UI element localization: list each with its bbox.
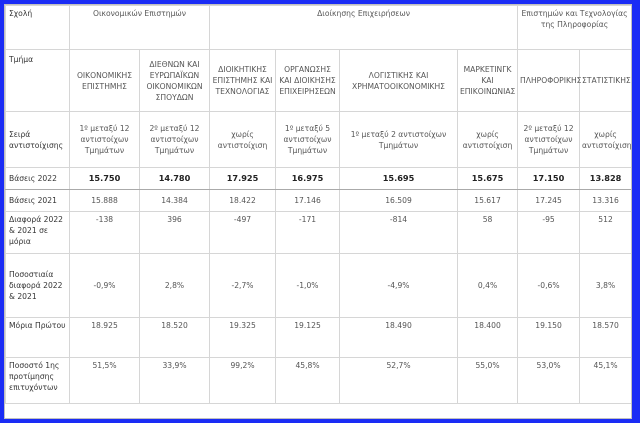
- department-cell: ΣΤΑΤΙΣΤΙΚΗΣ: [579, 49, 631, 112]
- table-cell: 2,8%: [139, 253, 210, 318]
- table-cell: -138: [69, 211, 140, 254]
- table-cell: -497: [209, 211, 276, 254]
- table-cell: 99,2%: [209, 357, 276, 404]
- row-label: Ποσοστό 1ης προτίμησης επιτυχόντων: [5, 357, 70, 404]
- table-cell: 18.490: [339, 317, 458, 358]
- table-cell: 15.617: [456, 189, 519, 212]
- table-cell: 52,7%: [339, 357, 458, 404]
- table-cell: χωρίς αντιστοίχιση: [579, 111, 631, 168]
- department-cell: ΜΑΡΚΕΤΙΝΓΚ ΚΑΙ ΕΠΙΚΟΙΝΩΝΙΑΣ: [456, 49, 519, 112]
- table-cell: 2º μεταξύ 12 αντιστοίχων Τμημάτων: [139, 111, 210, 168]
- table-cell: 1º μεταξύ 5 αντιστοίχων Τμημάτων: [275, 111, 340, 168]
- table-cell: 53,0%: [517, 357, 581, 404]
- table-cell: 14.384: [139, 189, 210, 212]
- table-cell: -814: [339, 211, 458, 254]
- table-cell: χωρίς αντιστοίχιση: [456, 111, 519, 168]
- table-cell: 58: [456, 211, 519, 254]
- table-cell: 0,4%: [456, 253, 519, 318]
- bases-2021-row: Βάσεις 2021 15.888 14.384 18.422 17.146 …: [5, 189, 631, 212]
- table-cell: -0,9%: [69, 253, 140, 318]
- row-label: Σειρά αντιστοίχισης: [5, 111, 70, 168]
- row-label: Βάσεις 2022: [5, 167, 70, 190]
- table-cell: 15.888: [69, 189, 140, 212]
- bases-2022-row: Βάσεις 2022 15.750 14.780 17.925 16.975 …: [5, 167, 631, 190]
- table-cell: 1º μεταξύ 2 αντιστοίχων Τμημάτων: [339, 111, 458, 168]
- table-cell: 18.925: [69, 317, 140, 358]
- table-cell: 33,9%: [139, 357, 210, 404]
- table-cell: 19.125: [275, 317, 340, 358]
- table-cell: -0,6%: [517, 253, 581, 318]
- school-info-tech: Επιστημών και Τεχνολογίας της Πληροφορία…: [517, 5, 631, 50]
- table-cell: -95: [517, 211, 581, 254]
- first-place-points-row: Μόρια Πρώτου 18.925 18.520 19.325 19.125…: [5, 317, 631, 358]
- department-cell: ΔΙΕΘΝΩΝ ΚΑΙ ΕΥΡΩΠΑΪΚΩΝ ΟΙΚΟΝΟΜΙΚΩΝ ΣΠΟΥΔ…: [139, 49, 210, 112]
- table-cell: 19.325: [209, 317, 276, 358]
- school-economics: Οικονομικών Επιστημών: [69, 5, 210, 50]
- school-header-label: Σχολή: [5, 5, 70, 50]
- table-cell: 17.925: [209, 167, 276, 190]
- table-cell: 17.150: [517, 167, 581, 190]
- table-cell: 13.828: [579, 167, 631, 190]
- table-cell: 18.400: [456, 317, 519, 358]
- department-label: Τμήμα: [5, 49, 70, 112]
- school-header-row: Σχολή Οικονομικών Επιστημών Διοίκησης Επ…: [5, 5, 631, 50]
- department-cell: ΠΛΗΡΟΦΟΡΙΚΗΣ: [517, 49, 581, 112]
- table-cell: 512: [579, 211, 631, 254]
- table-cell: 55,0%: [456, 357, 519, 404]
- percent-difference-row: Ποσοστιαία διαφορά 2022 & 2021 -0,9% 2,8…: [5, 253, 631, 318]
- table-cell: 3,8%: [579, 253, 631, 318]
- department-cell: ΟΙΚΟΝΟΜΙΚΗΣ ΕΠΙΣΤΗΜΗΣ: [69, 49, 140, 112]
- table-cell: 2º μεταξύ 12 αντιστοίχων Τμημάτων: [517, 111, 581, 168]
- department-row: Τμήμα ΟΙΚΟΝΟΜΙΚΗΣ ΕΠΙΣΤΗΜΗΣ ΔΙΕΘΝΩΝ ΚΑΙ …: [5, 49, 631, 112]
- results-table-frame: Σχολή Οικονομικών Επιστημών Διοίκησης Επ…: [4, 4, 632, 419]
- row-label: Μόρια Πρώτου: [5, 317, 70, 358]
- table-cell: 51,5%: [69, 357, 140, 404]
- admission-bases-table: Σχολή Οικονομικών Επιστημών Διοίκησης Επ…: [5, 5, 631, 404]
- table-cell: 17.146: [275, 189, 340, 212]
- table-cell: 45,8%: [275, 357, 340, 404]
- table-cell: -171: [275, 211, 340, 254]
- matching-order-row: Σειρά αντιστοίχισης 1º μεταξύ 12 αντιστο…: [5, 111, 631, 168]
- table-cell: -2,7%: [209, 253, 276, 318]
- table-cell: 16.509: [339, 189, 458, 212]
- table-cell: 19.150: [517, 317, 581, 358]
- first-preference-row: Ποσοστό 1ης προτίμησης επιτυχόντων 51,5%…: [5, 357, 631, 404]
- table-cell: -1,0%: [275, 253, 340, 318]
- row-label: Διαφορά 2022 & 2021 σε μόρια: [5, 211, 70, 254]
- department-cell: ΟΡΓΑΝΩΣΗΣ ΚΑΙ ΔΙΟΙΚΗΣΗΣ ΕΠΙΧΕΙΡΗΣΕΩΝ: [275, 49, 340, 112]
- table-cell: 15.695: [339, 167, 458, 190]
- table-cell: 18.520: [139, 317, 210, 358]
- table-cell: 17.245: [517, 189, 581, 212]
- difference-row: Διαφορά 2022 & 2021 σε μόρια -138 396 -4…: [5, 211, 631, 254]
- table-cell: 15.675: [456, 167, 519, 190]
- table-cell: 16.975: [275, 167, 340, 190]
- table-cell: 18.422: [209, 189, 276, 212]
- table-cell: 15.750: [69, 167, 140, 190]
- school-business-admin: Διοίκησης Επιχειρήσεων: [208, 5, 519, 50]
- row-label: Βάσεις 2021: [5, 189, 70, 212]
- table-cell: 1º μεταξύ 12 αντιστοίχων Τμημάτων: [69, 111, 140, 168]
- table-cell: -4,9%: [339, 253, 458, 318]
- table-cell: 14.780: [139, 167, 210, 190]
- table-cell: 396: [139, 211, 210, 254]
- table-cell: 18.570: [579, 317, 631, 358]
- row-label: Ποσοστιαία διαφορά 2022 & 2021: [5, 253, 70, 318]
- table-cell: 13.316: [579, 189, 631, 212]
- department-cell: ΔΙΟΙΚΗΤΙΚΗΣ ΕΠΙΣΤΗΜΗΣ ΚΑΙ ΤΕΧΝΟΛΟΓΙΑΣ: [209, 49, 276, 112]
- table-cell: χωρίς αντιστοίχιση: [209, 111, 276, 168]
- table-cell: 45,1%: [579, 357, 631, 404]
- department-cell: ΛΟΓΙΣΤΙΚΗΣ ΚΑΙ ΧΡΗΜΑΤΟΟΙΚΟΝΟΜΙΚΗΣ: [339, 49, 458, 112]
